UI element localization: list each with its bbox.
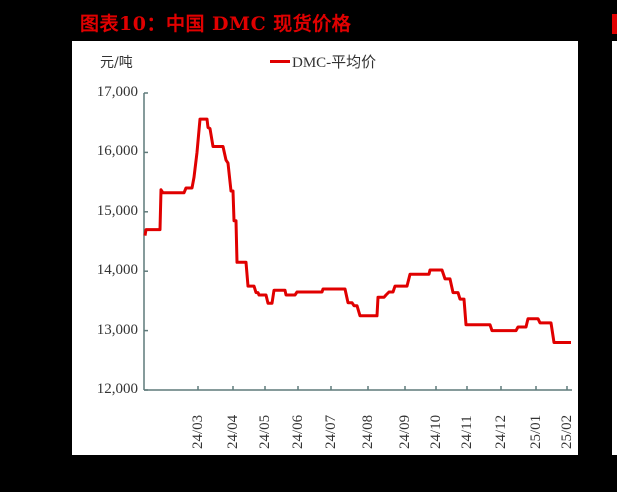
x-tick-label: 24/04 (225, 414, 241, 449)
adjacent-figure-title-fragment (612, 14, 617, 34)
chart-panel (72, 41, 578, 455)
x-tick-label: 24/10 (428, 414, 444, 449)
y-tick-label: 13,000 (96, 321, 138, 338)
y-tick-label: 16,000 (96, 143, 138, 160)
x-tick-label: 24/06 (290, 414, 306, 449)
axes (143, 92, 572, 391)
chart-title: 图表10：中国 DMC 现货价格 (80, 13, 352, 35)
x-tick-label: 25/01 (528, 414, 544, 449)
x-tick-label: 24/09 (397, 414, 413, 449)
x-tick-label: 24/12 (493, 414, 509, 449)
legend-label-dmc: DMC-平均价 (292, 54, 377, 71)
x-tick-label: 25/02 (559, 414, 575, 449)
x-tick-label: 24/03 (190, 414, 206, 449)
y-tick-label: 15,000 (96, 202, 138, 219)
y-axis-unit-label: 元/吨 (100, 55, 133, 71)
legend-swatch-dmc (270, 59, 290, 63)
y-tick-label: 12,000 (96, 381, 138, 397)
x-tick-label: 24/08 (360, 414, 376, 449)
x-tick-label: 24/05 (257, 414, 273, 449)
y-tick-label: 14,000 (96, 262, 138, 279)
adjacent-figure-panel-fragment (612, 41, 617, 455)
legend: DMC-平均价 (270, 51, 376, 71)
series-line-dmc-avg-price (143, 117, 571, 344)
y-tick-label: 17,000 (96, 84, 138, 100)
x-tick-label: 24/11 (459, 415, 475, 449)
x-tick-label: 24/07 (323, 414, 339, 449)
